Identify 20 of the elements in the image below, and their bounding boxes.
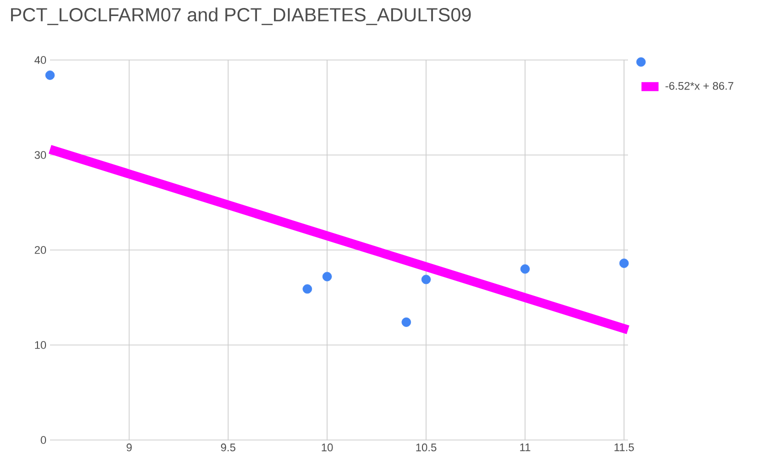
- y-tick-label: 20: [34, 246, 46, 254]
- point: [45, 70, 55, 80]
- point: [421, 274, 431, 284]
- y-tick-label: 0: [40, 436, 46, 444]
- y-tick-label: 40: [34, 56, 46, 64]
- x-tick-label: 10.5: [416, 444, 436, 452]
- y-tick-label: 10: [35, 341, 46, 349]
- x-tick-label: 11: [520, 444, 530, 452]
- point: [402, 317, 411, 327]
- x-tick-label: 10: [322, 444, 333, 452]
- x-tick-label: 9: [126, 444, 132, 452]
- x-tick-label: 9.5: [221, 444, 236, 452]
- point: [520, 264, 530, 274]
- point: [619, 258, 629, 268]
- legend-label: -6.52*x + 86.7: [666, 82, 734, 90]
- point: [302, 284, 312, 294]
- y-tick-label: 30: [34, 151, 46, 159]
- x-tick-label: 11.5: [614, 444, 634, 452]
- point: [322, 272, 332, 282]
- chart-title: PCT_LOCLFARM07 and PCT_DIABETES_ADULTS09: [11, 8, 471, 26]
